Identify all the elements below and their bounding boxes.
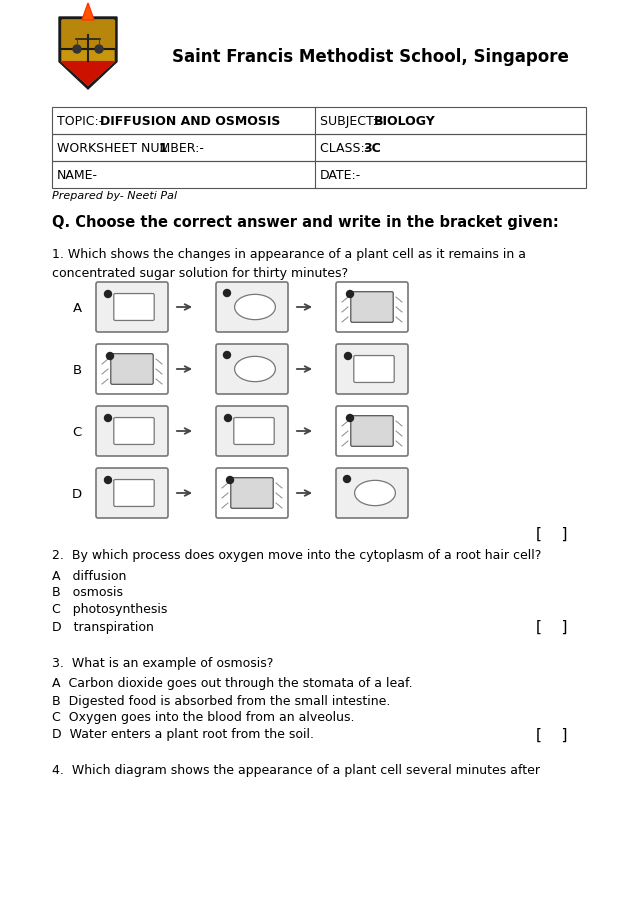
Ellipse shape — [235, 295, 276, 320]
Text: Q. Choose the correct answer and write in the bracket given:: Q. Choose the correct answer and write i… — [52, 215, 559, 229]
Circle shape — [105, 477, 112, 484]
Circle shape — [345, 353, 352, 360]
Text: CLASS:-: CLASS:- — [320, 142, 373, 155]
Text: BIOLOGY: BIOLOGY — [373, 115, 435, 128]
FancyBboxPatch shape — [114, 294, 154, 321]
Circle shape — [223, 290, 230, 297]
Text: Saint Francis Methodist School, Singapore: Saint Francis Methodist School, Singapor… — [172, 48, 568, 66]
Text: DATE:-: DATE:- — [320, 169, 361, 182]
Text: TOPIC:-: TOPIC:- — [57, 115, 107, 128]
FancyBboxPatch shape — [114, 418, 154, 445]
Polygon shape — [82, 4, 94, 21]
FancyBboxPatch shape — [96, 407, 168, 456]
Text: C: C — [72, 425, 82, 438]
Circle shape — [107, 353, 114, 360]
Bar — [52, 135, 586, 161]
Text: A   diffusion: A diffusion — [52, 569, 126, 582]
FancyBboxPatch shape — [216, 468, 288, 519]
Text: A: A — [73, 301, 82, 314]
FancyBboxPatch shape — [96, 282, 168, 333]
Polygon shape — [59, 18, 117, 90]
Text: 1. Which shows the changes in appearance of a plant cell as it remains in a
conc: 1. Which shows the changes in appearance… — [52, 248, 526, 280]
Text: WORKSHEET NUMBER:-: WORKSHEET NUMBER:- — [57, 142, 208, 155]
FancyBboxPatch shape — [336, 468, 408, 519]
FancyBboxPatch shape — [351, 292, 393, 323]
Text: [    ]: [ ] — [536, 619, 567, 634]
FancyBboxPatch shape — [234, 418, 274, 445]
Text: D: D — [72, 487, 82, 500]
Bar — [52, 108, 586, 135]
Polygon shape — [62, 21, 114, 51]
Ellipse shape — [235, 357, 276, 382]
Text: D   transpiration: D transpiration — [52, 620, 154, 633]
Circle shape — [105, 415, 112, 422]
Text: [    ]: [ ] — [536, 727, 567, 741]
FancyBboxPatch shape — [216, 407, 288, 456]
Circle shape — [343, 476, 350, 483]
Text: C   photosynthesis: C photosynthesis — [52, 603, 167, 616]
Text: DIFFUSION AND OSMOSIS: DIFFUSION AND OSMOSIS — [100, 115, 280, 128]
Text: B: B — [73, 364, 82, 376]
Text: SUBJECT:-: SUBJECT:- — [320, 115, 385, 128]
Circle shape — [95, 46, 103, 54]
Circle shape — [73, 46, 81, 54]
Text: 4.  Which diagram shows the appearance of a plant cell several minutes after: 4. Which diagram shows the appearance of… — [52, 764, 540, 777]
FancyBboxPatch shape — [354, 356, 394, 383]
Text: NAME-: NAME- — [57, 169, 98, 182]
Text: Prepared by- Neeti Pal: Prepared by- Neeti Pal — [52, 191, 177, 201]
Text: D  Water enters a plant root from the soil.: D Water enters a plant root from the soi… — [52, 728, 314, 741]
Circle shape — [225, 415, 232, 422]
Circle shape — [226, 477, 234, 484]
Bar — [52, 161, 586, 189]
Ellipse shape — [355, 481, 396, 506]
Circle shape — [346, 291, 353, 299]
Text: C  Oxygen goes into the blood from an alveolus.: C Oxygen goes into the blood from an alv… — [52, 711, 355, 723]
Text: B  Digested food is absorbed from the small intestine.: B Digested food is absorbed from the sma… — [52, 694, 390, 706]
FancyBboxPatch shape — [96, 468, 168, 519]
FancyBboxPatch shape — [351, 416, 393, 446]
FancyBboxPatch shape — [216, 282, 288, 333]
FancyBboxPatch shape — [114, 480, 154, 507]
FancyBboxPatch shape — [111, 354, 153, 385]
Polygon shape — [62, 21, 114, 86]
FancyBboxPatch shape — [336, 345, 408, 394]
FancyBboxPatch shape — [336, 407, 408, 456]
Circle shape — [346, 415, 353, 422]
Text: 3C: 3C — [363, 142, 380, 155]
Circle shape — [223, 352, 230, 359]
Text: A  Carbon dioxide goes out through the stomata of a leaf.: A Carbon dioxide goes out through the st… — [52, 676, 413, 690]
Circle shape — [105, 291, 112, 299]
Text: 3.  What is an example of osmosis?: 3. What is an example of osmosis? — [52, 657, 273, 670]
FancyBboxPatch shape — [216, 345, 288, 394]
FancyBboxPatch shape — [336, 282, 408, 333]
FancyBboxPatch shape — [231, 478, 273, 509]
Text: 1: 1 — [159, 142, 167, 155]
Polygon shape — [62, 62, 114, 86]
Text: [    ]: [ ] — [536, 526, 567, 541]
Text: B   osmosis: B osmosis — [52, 586, 123, 599]
FancyBboxPatch shape — [96, 345, 168, 394]
Text: 2.  By which process does oxygen move into the cytoplasm of a root hair cell?: 2. By which process does oxygen move int… — [52, 548, 542, 561]
